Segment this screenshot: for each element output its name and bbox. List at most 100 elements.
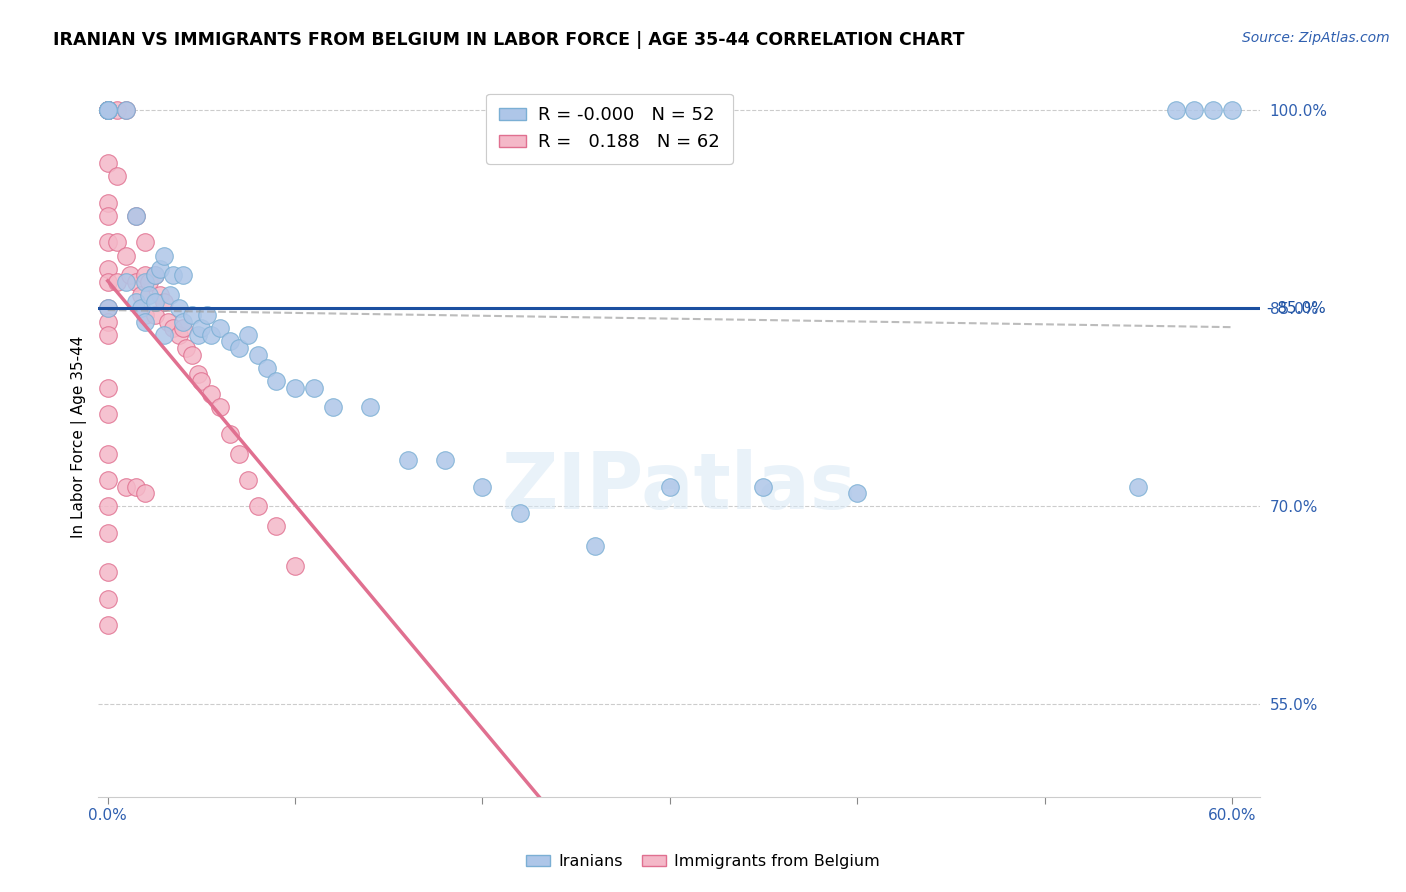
Text: - 85.0%: - 85.0%: [1267, 301, 1326, 316]
Point: [153, 327, 176, 342]
Point: [1184, 103, 1206, 118]
Point: [134, 275, 156, 289]
Point: [134, 308, 156, 322]
Point: [509, 506, 531, 520]
Point: [97, 591, 120, 606]
Point: [156, 315, 179, 329]
Point: [1202, 103, 1225, 118]
Point: [97, 103, 120, 118]
Point: [143, 268, 166, 283]
Point: [284, 558, 307, 573]
Point: [125, 209, 148, 223]
Point: [125, 294, 148, 309]
Point: [105, 103, 128, 118]
Point: [172, 315, 194, 329]
Y-axis label: In Labor Force | Age 35-44: In Labor Force | Age 35-44: [72, 336, 87, 538]
Point: [105, 275, 128, 289]
Point: [138, 275, 160, 289]
Point: [433, 453, 456, 467]
Point: [134, 268, 156, 283]
Point: [583, 539, 606, 553]
Point: [167, 301, 190, 316]
Point: [131, 301, 153, 316]
Point: [162, 321, 184, 335]
Legend: R = -0.000   N = 52, R =   0.188   N = 62: R = -0.000 N = 52, R = 0.188 N = 62: [486, 94, 733, 164]
Point: [97, 156, 120, 170]
Point: [209, 321, 232, 335]
Point: [396, 453, 419, 467]
Point: [153, 294, 176, 309]
Point: [218, 334, 240, 349]
Point: [115, 103, 138, 118]
Point: [97, 315, 120, 329]
Point: [246, 348, 269, 362]
Point: [172, 321, 194, 335]
Point: [167, 327, 190, 342]
Point: [159, 288, 181, 302]
Point: [200, 387, 222, 401]
Point: [115, 103, 138, 118]
Point: [176, 341, 198, 355]
Point: [97, 103, 120, 118]
Point: [149, 261, 172, 276]
Point: [190, 374, 212, 388]
Point: [228, 446, 250, 460]
Point: [181, 308, 204, 322]
Point: [134, 315, 156, 329]
Point: [187, 368, 209, 382]
Point: [115, 249, 138, 263]
Point: [284, 380, 307, 394]
Point: [97, 275, 120, 289]
Point: [200, 327, 222, 342]
Point: [97, 103, 120, 118]
Point: [302, 380, 325, 394]
Text: Source: ZipAtlas.com: Source: ZipAtlas.com: [1241, 31, 1389, 45]
Point: [97, 103, 120, 118]
Point: [97, 618, 120, 632]
Point: [143, 308, 166, 322]
Point: [97, 209, 120, 223]
Point: [97, 566, 120, 580]
Point: [97, 103, 120, 118]
Point: [359, 401, 381, 415]
Point: [120, 268, 142, 283]
Point: [846, 486, 869, 500]
Point: [228, 341, 250, 355]
Point: [97, 301, 120, 316]
Point: [97, 235, 120, 250]
Point: [115, 275, 138, 289]
Point: [218, 426, 240, 441]
Legend: Iranians, Immigrants from Belgium: Iranians, Immigrants from Belgium: [520, 847, 886, 875]
Text: ZIPatlas: ZIPatlas: [502, 450, 856, 525]
Point: [1128, 479, 1150, 493]
Text: IRANIAN VS IMMIGRANTS FROM BELGIUM IN LABOR FORCE | AGE 35-44 CORRELATION CHART: IRANIAN VS IMMIGRANTS FROM BELGIUM IN LA…: [53, 31, 965, 49]
Point: [658, 479, 681, 493]
Point: [97, 103, 120, 118]
Point: [172, 268, 194, 283]
Point: [97, 103, 120, 118]
Point: [187, 327, 209, 342]
Point: [97, 195, 120, 210]
Point: [322, 401, 344, 415]
Point: [125, 275, 148, 289]
Point: [143, 294, 166, 309]
Point: [266, 374, 288, 388]
Point: [97, 103, 120, 118]
Point: [238, 327, 260, 342]
Point: [1220, 103, 1243, 118]
Point: [143, 268, 166, 283]
Point: [105, 235, 128, 250]
Point: [125, 209, 148, 223]
Point: [149, 288, 172, 302]
Point: [97, 473, 120, 487]
Point: [190, 321, 212, 335]
Point: [266, 519, 288, 533]
Point: [97, 261, 120, 276]
Point: [131, 288, 153, 302]
Point: [752, 479, 775, 493]
Point: [138, 288, 160, 302]
Point: [181, 348, 204, 362]
Point: [238, 473, 260, 487]
Point: [97, 500, 120, 514]
Point: [97, 327, 120, 342]
